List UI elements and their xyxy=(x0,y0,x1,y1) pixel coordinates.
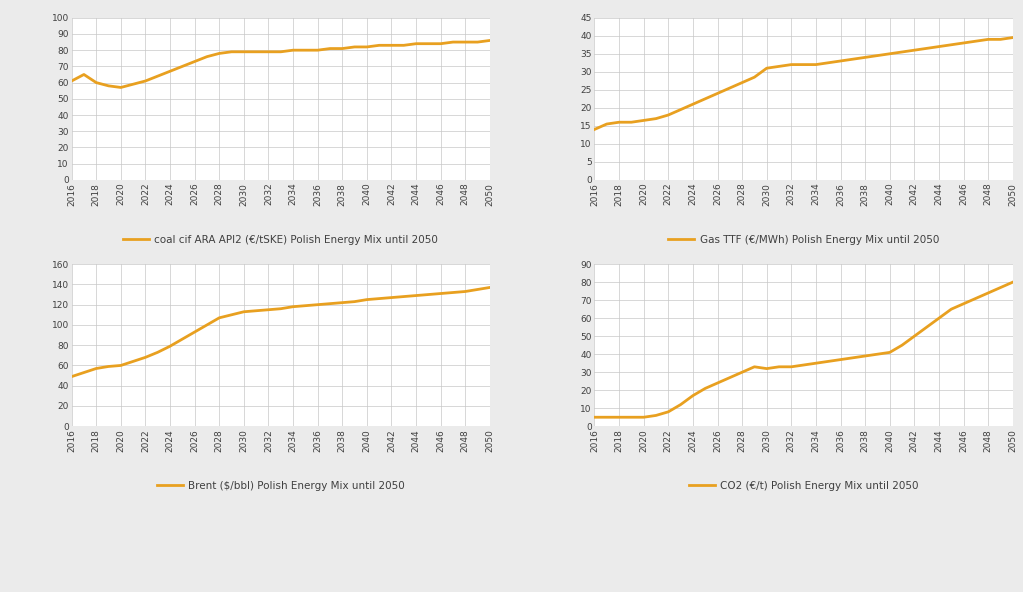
Legend: Gas TTF (€/MWh) Polish Energy Mix until 2050: Gas TTF (€/MWh) Polish Energy Mix until … xyxy=(664,230,943,249)
Legend: coal cif ARA API2 (€/tSKE) Polish Energy Mix until 2050: coal cif ARA API2 (€/tSKE) Polish Energy… xyxy=(119,230,443,249)
Legend: Brent ($/bbl) Polish Energy Mix until 2050: Brent ($/bbl) Polish Energy Mix until 20… xyxy=(152,477,409,495)
Legend: CO2 (€/t) Polish Energy Mix until 2050: CO2 (€/t) Polish Energy Mix until 2050 xyxy=(684,477,923,495)
